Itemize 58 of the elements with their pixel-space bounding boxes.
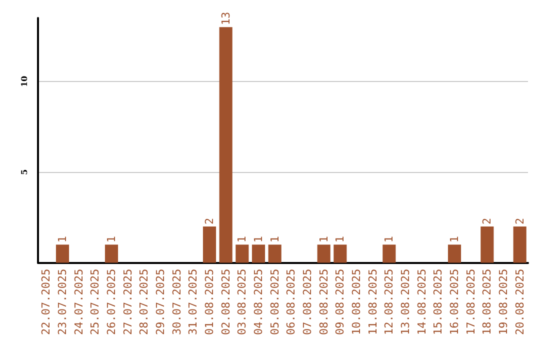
x-tick-label: 23.07.2025 <box>56 268 69 336</box>
data-label: 1 <box>236 236 249 243</box>
data-label: 2 <box>480 218 494 225</box>
x-tick-label: 15.08.2025 <box>432 268 445 336</box>
x-tick-label: 27.07.2025 <box>121 268 134 336</box>
bar <box>56 244 70 263</box>
bar <box>236 244 249 263</box>
x-tick-label: 20.08.2025 <box>513 268 526 336</box>
x-tick-label: 05.08.2025 <box>268 268 282 336</box>
data-label: 2 <box>203 218 216 225</box>
bar <box>219 27 232 263</box>
x-tick-label: 10.08.2025 <box>350 268 363 336</box>
bar <box>382 244 396 263</box>
x-tick-label: 09.08.2025 <box>334 268 347 336</box>
x-tick-label: 30.07.2025 <box>170 268 184 336</box>
bar <box>334 244 347 263</box>
bar <box>252 244 266 263</box>
data-label: 2 <box>513 218 526 225</box>
x-tick-label: 07.08.2025 <box>301 268 314 336</box>
x-tick-label: 06.08.2025 <box>284 268 298 336</box>
bar <box>104 244 118 263</box>
x-tick-label: 04.08.2025 <box>252 268 265 336</box>
x-tick-label: 17.08.2025 <box>464 268 478 336</box>
bar <box>202 226 216 263</box>
data-label: 1 <box>105 236 118 243</box>
x-tick-label: 29.07.2025 <box>154 268 167 336</box>
x-tick-label: 02.08.2025 <box>219 268 232 336</box>
x-tick-label: 26.07.2025 <box>105 268 118 336</box>
x-tick-label: 08.08.2025 <box>317 268 330 336</box>
data-label: 1 <box>56 236 69 243</box>
x-tick-label: 11.08.2025 <box>366 268 380 336</box>
x-tick-label: 01.08.2025 <box>203 268 216 336</box>
bar <box>513 226 526 263</box>
x-tick-label: 19.08.2025 <box>497 268 510 336</box>
x-tick-label: 14.08.2025 <box>415 268 428 336</box>
data-label: 1 <box>334 236 347 243</box>
x-tick-label: 28.07.2025 <box>138 268 151 336</box>
x-tick-label: 24.07.2025 <box>72 268 86 336</box>
y-tick-label: 5 <box>19 169 29 175</box>
data-label: 1 <box>382 236 396 243</box>
data-label: 1 <box>268 236 282 243</box>
data-label: 13 <box>219 12 232 26</box>
x-tick-label: 16.08.2025 <box>448 268 461 336</box>
x-tick-label: 22.07.2025 <box>40 268 53 336</box>
data-label: 1 <box>252 236 265 243</box>
bar <box>480 226 494 263</box>
x-tick-label: 13.08.2025 <box>399 268 412 336</box>
x-tick-label: 31.07.2025 <box>186 268 200 336</box>
x-tick-label: 03.08.2025 <box>236 268 249 336</box>
data-label: 1 <box>448 236 461 243</box>
data-label: 1 <box>317 236 330 243</box>
bar <box>448 244 462 263</box>
y-tick-label: 10 <box>19 75 29 88</box>
bar <box>317 244 330 263</box>
x-tick-label: 18.08.2025 <box>480 268 494 336</box>
x-tick-label: 25.07.2025 <box>88 268 102 336</box>
bar <box>268 244 282 263</box>
x-tick-label: 12.08.2025 <box>382 268 396 336</box>
